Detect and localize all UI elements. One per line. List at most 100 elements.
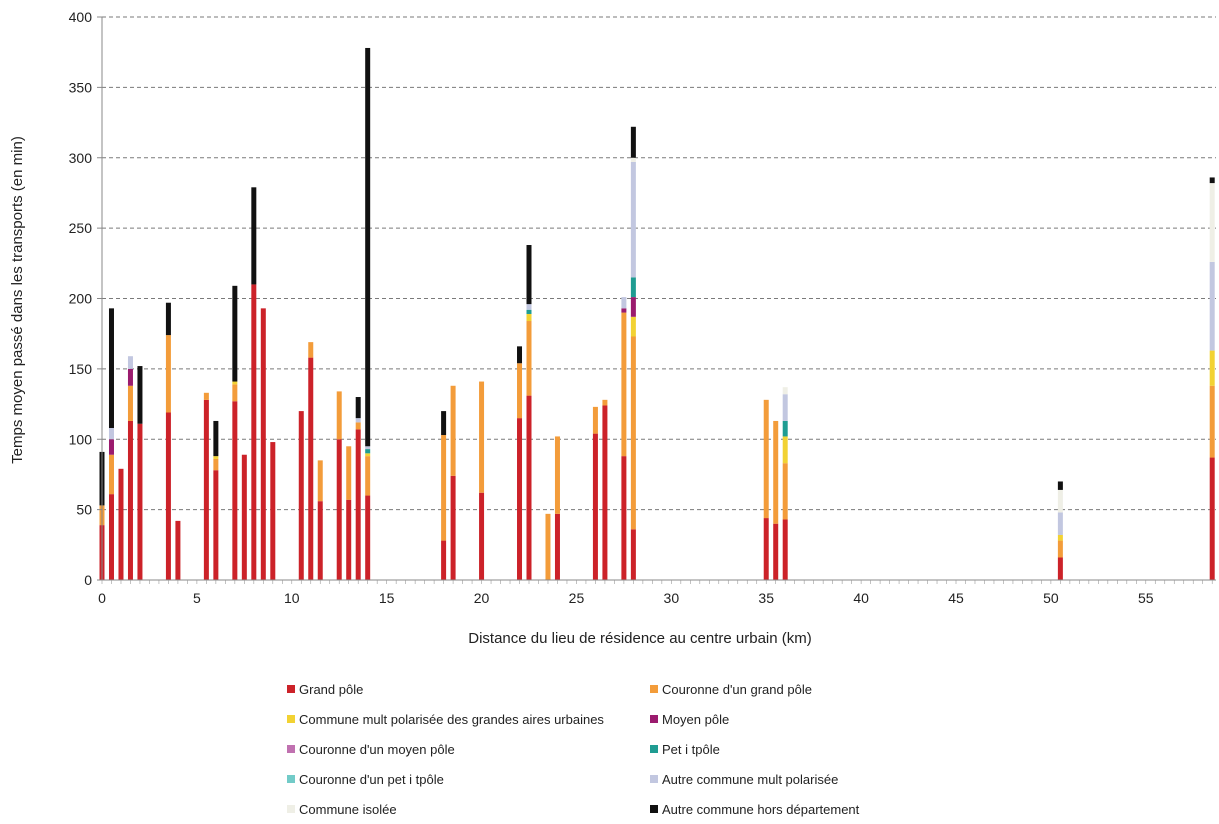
bar-segment [441,411,447,436]
bar-segment [1209,457,1215,580]
y-tick-labels: 0 50 100 150 200 250 300 350 400 [69,9,102,588]
x-tick-label: 20 [474,590,490,606]
bar-segment [630,126,636,158]
bar-segment [308,342,314,358]
legend-label: Couronne d'un moyen pôle [299,742,455,757]
y-tick-label: 300 [69,150,93,166]
bar-segment [1057,489,1063,513]
legend-label: Commune mult polarisée des grandes aires… [299,712,604,727]
bar-stack [1209,177,1215,580]
legend-label: Autre commune mult polarisée [662,772,838,787]
bar-segment [165,412,171,580]
bar-segment [1057,534,1063,541]
bar-stack [336,391,342,580]
bar-segment [137,423,143,580]
bar-segment [526,395,532,580]
bar-stack [165,302,171,580]
bar-segment [270,442,276,580]
bar-segment [365,456,371,496]
legend-swatch [287,745,295,753]
legend-label: Grand pôle [299,682,363,697]
bar-segment [355,418,361,423]
legend-swatch [650,775,658,783]
bar-segment [630,336,636,530]
bar-segment [526,304,532,310]
bar-segment [621,297,627,309]
x-axis-title: Distance du lieu de résidence au centre … [468,630,812,647]
legend-item: Autre commune mult polarisée [650,772,838,787]
legend-swatch [287,805,295,813]
legend-item: Autre commune hors département [650,802,860,817]
legend: Grand pôle Couronne d'un grand pôle Commun… [287,682,860,817]
bar-segment [763,518,769,580]
bar-segment [317,460,323,502]
bar-segment [213,456,219,459]
bar-stack [213,420,219,580]
bar-segment [1057,540,1063,558]
y-tick-label: 50 [76,502,92,518]
x-tick-label: 35 [758,590,774,606]
bar-stack [317,460,323,580]
legend-item: Pet i tpôle [650,742,720,757]
bar-segment [108,454,114,495]
bar-segment [592,433,598,580]
bar-segment [517,346,523,364]
bar-stack [450,385,456,580]
legend-item: Couronne d'un pet i tpôle [287,772,444,787]
x-tick-label: 55 [1138,590,1154,606]
bar-segment [554,513,560,580]
bar-segment [479,381,485,493]
legend-item: Couronne d'un moyen pôle [287,742,455,757]
bar-segment [1209,183,1215,262]
bar-segment [1209,350,1215,386]
bar-segment [355,422,361,430]
bar-segment [127,420,133,580]
legend-item: Moyen pôle [650,712,729,727]
bar-stack [1057,481,1063,580]
bar-stack [526,245,532,580]
legend-label: Autre commune hors département [662,802,860,817]
grid-lines [102,16,1216,511]
bar-segment [365,495,371,580]
bar-segment [127,356,133,369]
bar-segment [782,463,788,520]
bar-stack [441,411,447,580]
bar-stack [773,420,779,580]
bar-stack [241,454,247,580]
bar-segment [592,406,598,434]
bar-segment [630,277,636,298]
bar-segment [479,492,485,580]
x-tick-label: 15 [379,590,395,606]
bar-segment [526,245,532,305]
bar-stack [260,308,266,580]
bar-stack [108,308,114,580]
bar-segment [630,529,636,580]
x-tick-labels: 0 5 10 15 20 25 30 35 40 45 50 55 [98,580,1213,606]
bar-segment [526,321,532,396]
bar-stack [137,366,143,580]
bar-segment [545,513,551,580]
x-tick-label: 45 [948,590,964,606]
bar-segment [365,449,371,454]
bar-segment [554,436,560,514]
bar-segment [630,161,636,278]
x-tick-label: 30 [664,590,680,606]
bar-segment [365,446,371,450]
bar-segment [621,456,627,580]
bar-segment [203,399,209,580]
legend-item: Commune isolée [287,802,397,817]
y-tick-label: 400 [69,9,93,25]
bar-segment [450,385,456,476]
bar-segment [308,357,314,580]
bar-stack [355,397,361,580]
bar-segment [1057,557,1063,580]
legend-swatch [650,805,658,813]
bar-segment [213,420,219,457]
x-tick-label: 5 [193,590,201,606]
bar-segment [127,368,133,386]
bar-segment [118,468,124,580]
legend-label: Pet i tpôle [662,742,720,757]
bar-segment [336,439,342,580]
